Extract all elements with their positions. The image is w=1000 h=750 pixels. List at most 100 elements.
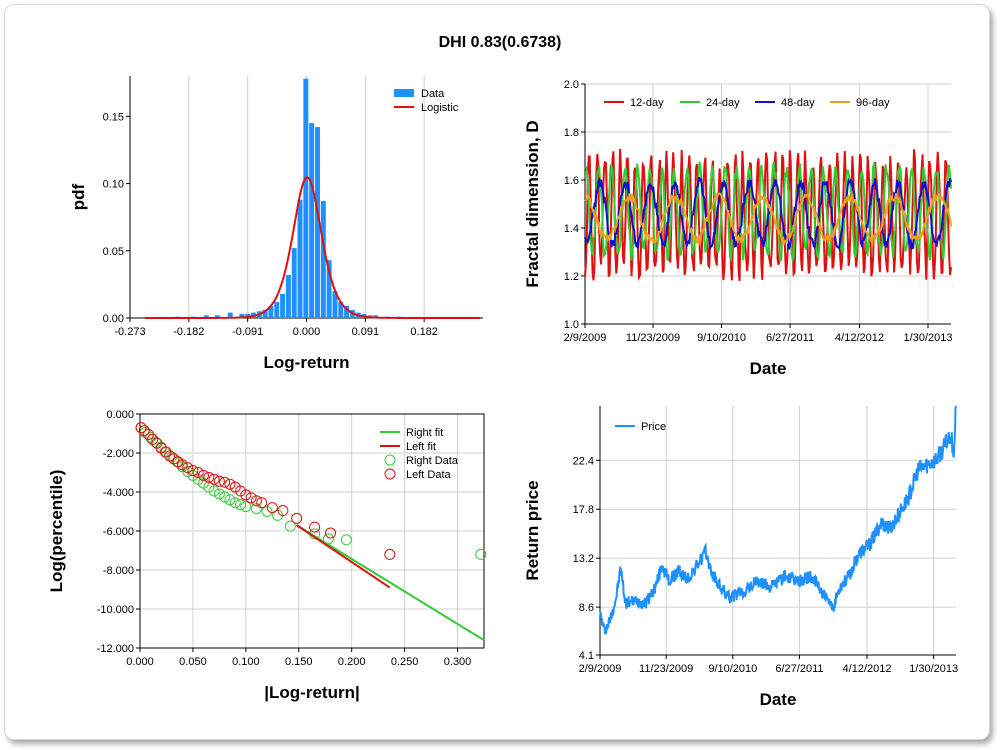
left-data-point [176,459,188,471]
chart-card [4,4,990,740]
legend-label-96-day: 96-day [856,97,890,109]
x-axis-title: Date [760,690,797,709]
legend-label-48-day: 48-day [781,97,815,109]
legend-label-right-data: Right Data [406,455,459,467]
x-tick-label: 1/30/2013 [909,663,958,675]
left-data-point [182,462,194,474]
x-tick-label: 0.250 [391,656,419,668]
right-data-point [284,520,296,532]
legend-label-right-fit: Right fit [406,427,443,439]
histogram-bar [315,127,320,318]
legend-label-data: Data [421,88,445,100]
x-tick-label: 0.000 [293,326,321,338]
legend-swatch-data [394,89,414,97]
y-tick-label: 0.000 [106,409,134,421]
x-tick-label: 6/27/2011 [775,663,823,675]
histogram-bar [344,305,350,318]
left-data-point [213,475,225,487]
histogram-bar [309,123,315,318]
y-tick-label: 0.15 [103,111,124,123]
legend-label-24-day: 24-day [706,97,740,109]
histogram-bar [274,301,280,318]
left-data-point [256,497,268,509]
x-tick-label: 0.182 [410,326,438,338]
left-data-point [159,446,171,458]
x-tick-label: 1/30/2013 [904,332,953,344]
series-line-96-day [584,192,952,247]
right-data-point [213,488,225,500]
right-data-point [219,491,231,503]
y-axis-title: Fractal dimension, D [523,120,542,287]
histogram-panel: -0.273 -0.182 -0.091 0.000 0.091 0.182 0.00 0.0… [69,76,483,372]
right-fit-line [296,524,485,642]
y-tick-label: 0.10 [103,179,124,191]
y-tick-label: 1.0 [564,319,579,331]
x-tick-label: 0.091 [352,326,380,338]
left-fit-line [296,524,391,589]
y-tick-label: 2.0 [564,79,579,91]
histogram-bar [338,301,344,318]
left-data-point [291,512,303,524]
right-data-point [340,534,352,546]
y-tick-label: 22.4 [573,455,594,467]
left-data-point [384,548,396,560]
legend-label-12-day: 12-day [630,97,664,109]
right-data-point [229,497,241,509]
y-tick-label: 8.6 [579,602,594,614]
histogram-bar [297,199,303,318]
left-data-point [203,471,215,483]
histogram-bar [285,274,291,318]
series-line-48-day [584,176,952,251]
y-tick-label: 1.2 [564,271,579,283]
histogram-bar [227,312,233,318]
y-tick-label: 13.2 [573,553,594,565]
histogram-bar [239,313,245,318]
x-tick-label: 11/23/2009 [626,332,680,344]
legend-label-left-data: Left Data [406,469,452,481]
fractal-dimension-panel: 2/9/2009 11/23/2009 9/10/2010 6/27/2011 4/12… [523,79,952,378]
right-data-point [240,501,252,513]
legend-label-logistic: Logistic [421,102,459,114]
x-tick-label: 2/9/2009 [579,663,622,675]
histogram-bar [291,248,297,318]
left-data-point [277,505,289,517]
histogram-bar [332,291,338,318]
left-data-point [187,465,199,477]
y-axis-title: Log(percentile) [47,470,66,593]
y-tick-label: 0.05 [103,246,124,258]
price-line [599,405,957,635]
left-data-point [135,422,147,434]
y-tick-label: 17.8 [573,504,594,516]
y-tick-label: 1.6 [564,175,579,187]
y-tick-label: 4.1 [579,650,594,662]
histogram-bar [214,315,220,318]
left-data-point [240,489,252,501]
y-tick-label: -8.000 [103,565,134,577]
logistic-fit-line [144,176,480,319]
y-tick-label: -6.000 [103,526,134,538]
histogram-bar [320,201,326,318]
right-data-point [475,548,487,560]
y-axis-title: pdf [69,183,88,210]
x-tick-label: 6/27/2011 [766,332,814,344]
x-tick-label: 0.300 [444,656,472,668]
x-axis-title: Log-return [264,353,350,372]
histogram-bar [203,315,209,318]
left-data-point [245,492,257,504]
x-tick-label: 0.200 [338,656,366,668]
left-data-point [208,473,220,485]
left-data-point [309,521,321,533]
x-tick-label: -0.091 [232,326,263,338]
right-data-point [208,485,220,497]
series-line-24-day [584,161,952,264]
y-tick-label: -12.000 [97,643,134,655]
left-data-point [224,478,236,490]
right-data-point [235,499,247,511]
y-tick-label: -10.000 [97,604,134,616]
left-data-point [155,442,167,454]
return-price-panel: 2/9/2009 11/23/2009 9/10/2010 6/27/2011 4/12… [523,405,958,709]
x-tick-label: -0.182 [173,326,204,338]
x-tick-label: 0.150 [285,656,313,668]
chart-title: DHI 0.83(0.6738) [438,34,562,51]
histogram-bar [326,260,332,318]
